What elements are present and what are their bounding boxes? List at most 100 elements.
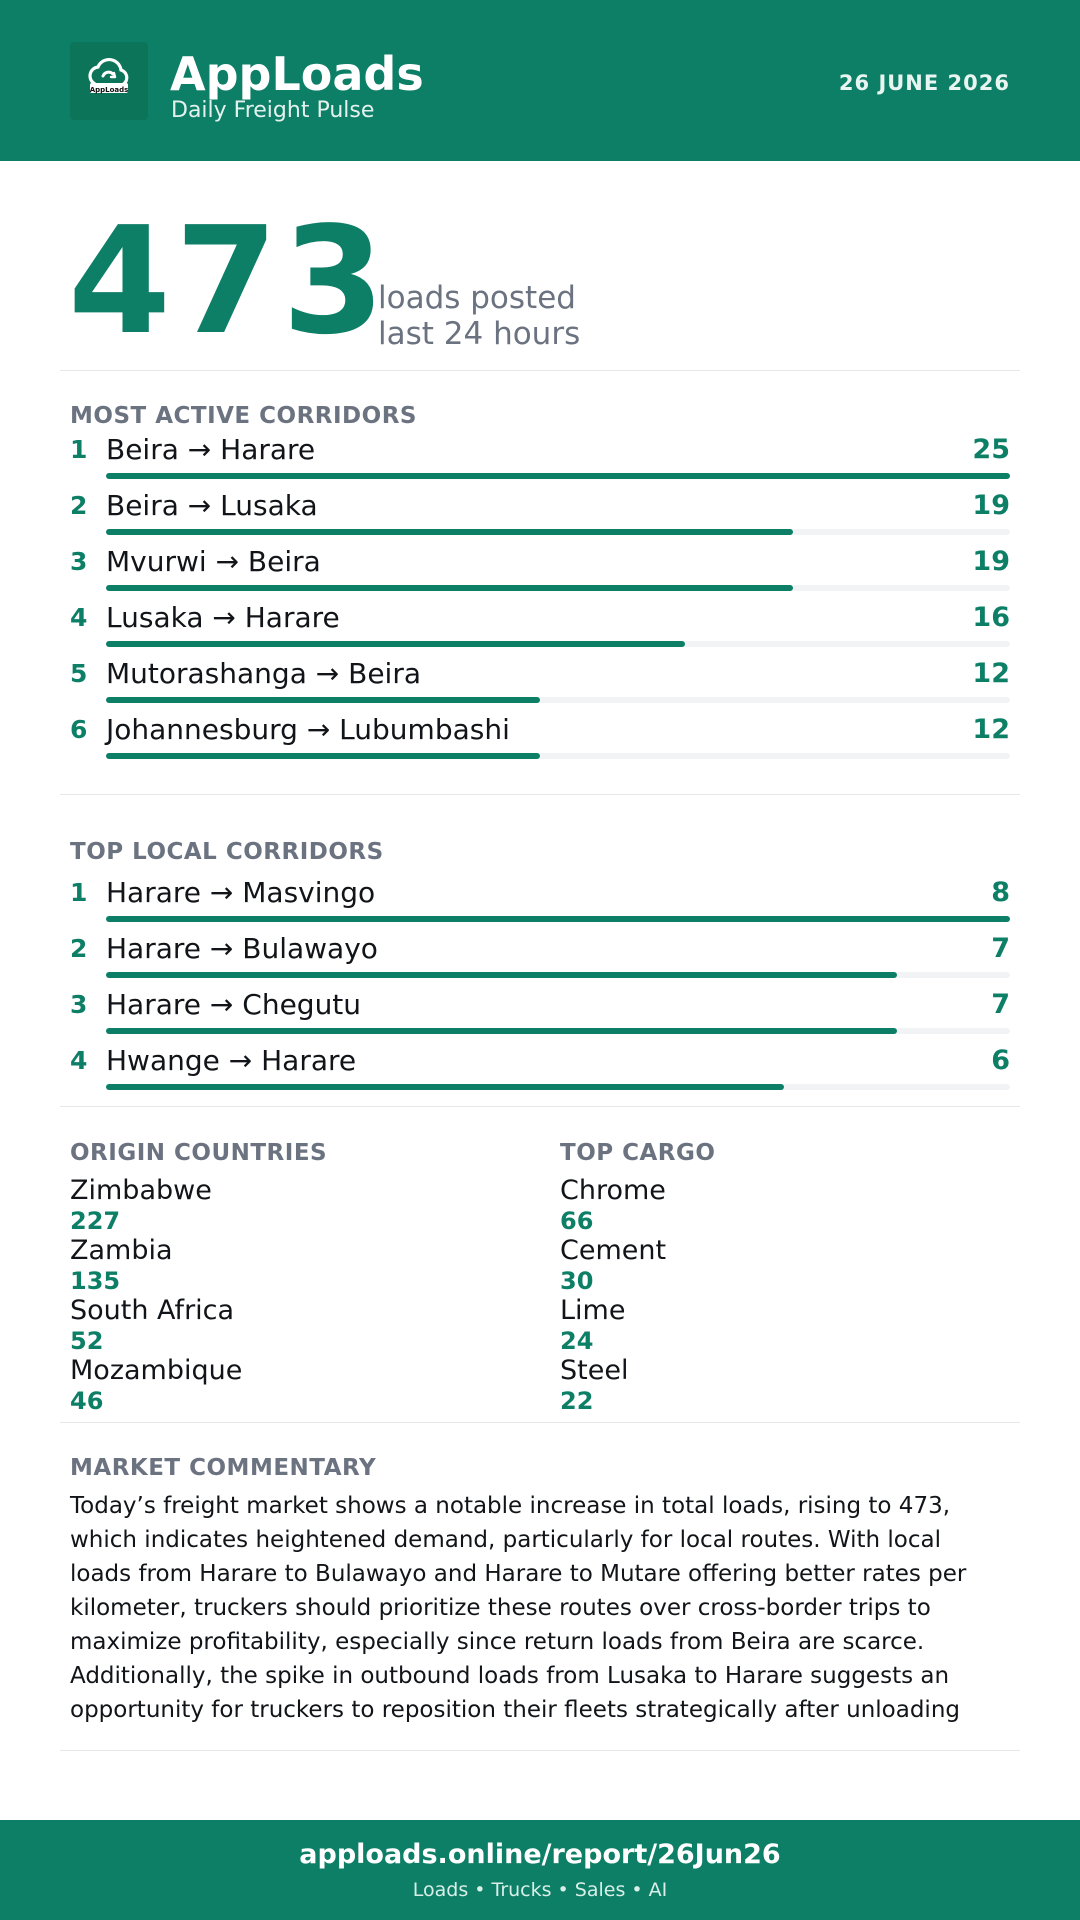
corridor-bar-track xyxy=(106,641,1010,647)
local-corridor-row: 4 Hwange → Harare 6 xyxy=(70,1044,1010,1100)
local-corridor-rank: 4 xyxy=(70,1046,88,1075)
cargo-name: Lime xyxy=(560,1295,626,1326)
cargo-count: 24 xyxy=(560,1327,594,1355)
corridor-route: Mvurwi → Beira xyxy=(106,545,321,578)
top-cargo-list: Chrome 66 Cement 30 Lime 24 Steel 22 xyxy=(560,1175,1000,1415)
corridor-route: Johannesburg → Lubumbashi xyxy=(106,713,510,746)
origin-countries-title: ORIGIN COUNTRIES xyxy=(70,1140,328,1166)
commentary-line: Additionally, the spike in outbound load… xyxy=(70,1663,950,1689)
origin-item: Mozambique 46 xyxy=(70,1355,510,1415)
divider xyxy=(60,1106,1020,1107)
app-name: AppLoads xyxy=(170,47,424,101)
corridor-rank: 6 xyxy=(70,715,88,744)
app-tagline: Daily Freight Pulse xyxy=(171,98,375,123)
corridor-bar-track xyxy=(106,585,1010,591)
corridor-route: Lusaka → Harare xyxy=(106,601,340,634)
commentary-line: opportunity for truckers to reposition t… xyxy=(70,1697,961,1723)
divider xyxy=(60,794,1020,795)
corridor-row: 2 Beira → Lusaka 19 xyxy=(70,489,1010,545)
cargo-item: Steel 22 xyxy=(560,1355,1000,1415)
local-corridor-bar-fill xyxy=(106,916,1010,922)
cargo-item: Lime 24 xyxy=(560,1295,1000,1355)
divider xyxy=(60,1750,1020,1751)
commentary-line: Today’s freight market shows a notable i… xyxy=(70,1493,951,1519)
local-corridor-route: Hwange → Harare xyxy=(106,1044,357,1077)
cloud-icon xyxy=(88,57,129,93)
corridor-row: 5 Mutorashanga → Beira 12 xyxy=(70,657,1010,713)
local-corridor-rank: 3 xyxy=(70,990,88,1019)
report-footer: apploads.online/report/26Jun26 Loads • T… xyxy=(0,1820,1080,1920)
origin-item: Zambia 135 xyxy=(70,1235,510,1295)
local-corridor-bar-track xyxy=(106,972,1010,978)
corridor-bar-track xyxy=(106,473,1010,479)
cargo-name: Steel xyxy=(560,1355,629,1386)
corridor-row: 3 Mvurwi → Beira 19 xyxy=(70,545,1010,601)
corridor-bar-fill xyxy=(106,697,540,703)
local-corridor-route: Harare → Chegutu xyxy=(106,988,362,1021)
corridor-row: 4 Lusaka → Harare 16 xyxy=(70,601,1010,657)
corridor-row: 1 Beira → Harare 25 xyxy=(70,433,1010,489)
commentary-line: loads from Harare to Bulawayo and Harare… xyxy=(70,1561,967,1587)
origin-country-count: 46 xyxy=(70,1387,104,1415)
report-date: 26 JUNE 2026 xyxy=(838,71,1010,95)
local-corridor-bar-track xyxy=(106,916,1010,922)
cargo-count: 30 xyxy=(560,1267,594,1295)
cargo-count: 66 xyxy=(560,1207,594,1235)
origin-country-name: Zambia xyxy=(70,1235,173,1266)
apploads-logo: AppLoads xyxy=(70,42,148,120)
local-corridor-count: 8 xyxy=(991,877,1010,908)
cargo-name: Cement xyxy=(560,1235,667,1266)
origin-country-name: South Africa xyxy=(70,1295,235,1326)
local-corridor-bar-fill xyxy=(106,1028,897,1034)
total-loads-caption-line1: loads posted xyxy=(378,280,576,316)
total-loads-caption-line2: last 24 hours xyxy=(378,316,581,352)
origin-country-count: 52 xyxy=(70,1327,104,1355)
origin-country-count: 135 xyxy=(70,1267,121,1295)
cargo-item: Cement 30 xyxy=(560,1235,1000,1295)
report-url-link[interactable]: apploads.online/report/26Jun26 xyxy=(299,1839,781,1870)
local-corridor-count: 7 xyxy=(991,933,1010,964)
corridor-row: 6 Johannesburg → Lubumbashi 12 xyxy=(70,713,1010,769)
origin-item: South Africa 52 xyxy=(70,1295,510,1355)
corridor-rank: 3 xyxy=(70,547,88,576)
corridor-bar-track xyxy=(106,697,1010,703)
corridor-count: 19 xyxy=(972,546,1010,577)
corridor-bar-fill xyxy=(106,585,794,591)
origin-country-name: Mozambique xyxy=(70,1355,243,1386)
origin-item: Zimbabwe 227 xyxy=(70,1175,510,1235)
corridor-bar-fill xyxy=(106,473,1010,479)
cargo-count: 22 xyxy=(560,1387,594,1415)
corridor-bar-track xyxy=(106,529,1010,535)
local-corridor-bar-fill xyxy=(106,1084,784,1090)
local-corridor-row: 3 Harare → Chegutu 7 xyxy=(70,988,1010,1044)
corridor-route: Beira → Lusaka xyxy=(106,489,318,522)
top-cargo-title: TOP CARGO xyxy=(560,1140,716,1166)
corridor-route: Beira → Harare xyxy=(106,433,316,466)
corridor-bar-track xyxy=(106,753,1010,759)
corridor-rank: 4 xyxy=(70,603,88,632)
cargo-name: Chrome xyxy=(560,1175,666,1206)
report-header: AppLoads AppLoads Daily Freight Pulse 26… xyxy=(0,0,1080,161)
top-local-corridors-title: TOP LOCAL CORRIDORS xyxy=(70,839,384,865)
divider xyxy=(60,370,1020,371)
origin-country-count: 227 xyxy=(70,1207,121,1235)
corridor-rank: 1 xyxy=(70,435,88,464)
local-corridor-bar-track xyxy=(106,1084,1010,1090)
local-corridor-row: 1 Harare → Masvingo 8 xyxy=(70,876,1010,932)
commentary-line: kilometer, truckers should prioritize th… xyxy=(70,1595,931,1621)
market-commentary-text: Today’s freight market shows a notable i… xyxy=(70,1489,1020,1727)
local-corridor-count: 6 xyxy=(991,1045,1010,1076)
most-active-corridors-title: MOST ACTIVE CORRIDORS xyxy=(70,403,417,429)
cargo-item: Chrome 66 xyxy=(560,1175,1000,1235)
commentary-line: maximize profitability, especially since… xyxy=(70,1629,925,1655)
footer-services: Loads • Trucks • Sales • AI xyxy=(412,1879,668,1901)
local-corridor-bar-fill xyxy=(106,972,897,978)
corridor-rank: 2 xyxy=(70,491,88,520)
total-loads-number: 473 xyxy=(68,195,389,367)
corridor-bar-fill xyxy=(106,529,794,535)
divider xyxy=(60,1422,1020,1423)
origin-country-name: Zimbabwe xyxy=(70,1175,212,1206)
local-corridor-rank: 2 xyxy=(70,934,88,963)
corridor-count: 12 xyxy=(972,658,1010,689)
corridor-route: Mutorashanga → Beira xyxy=(106,657,421,690)
